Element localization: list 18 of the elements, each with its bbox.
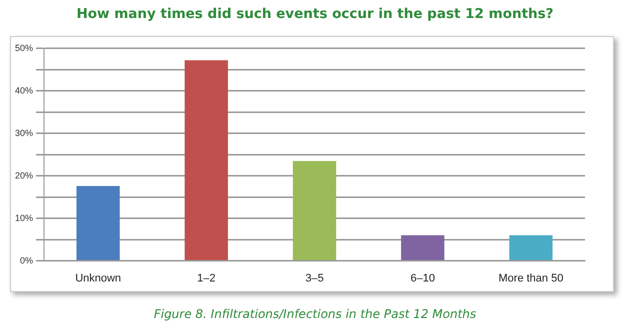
bar: [292, 160, 336, 260]
x-tick-label: 3–5: [305, 272, 324, 284]
x-tick-label: 6–10: [410, 272, 435, 284]
y-tick-label: 0%: [20, 255, 34, 266]
y-tick-label: 40%: [15, 85, 34, 96]
bar: [401, 235, 444, 260]
bar: [76, 186, 120, 260]
bar: [184, 60, 228, 260]
x-tick-label: Unknown: [75, 272, 122, 284]
bar: [509, 235, 553, 260]
y-tick-label: 10%: [15, 212, 34, 223]
y-tick-label: 20%: [15, 170, 34, 180]
x-tick-label: 1–2: [197, 272, 216, 284]
caption: Figure 8. Infiltrations/Infections in the Past 12 Months: [152, 307, 478, 321]
y-tick-label: 50%: [15, 42, 34, 53]
chart-title: How many times did such events occur in the past 12 months?: [75, 6, 555, 22]
x-tick-label: More than 50: [498, 272, 564, 284]
y-tick-label: 30%: [15, 128, 34, 138]
